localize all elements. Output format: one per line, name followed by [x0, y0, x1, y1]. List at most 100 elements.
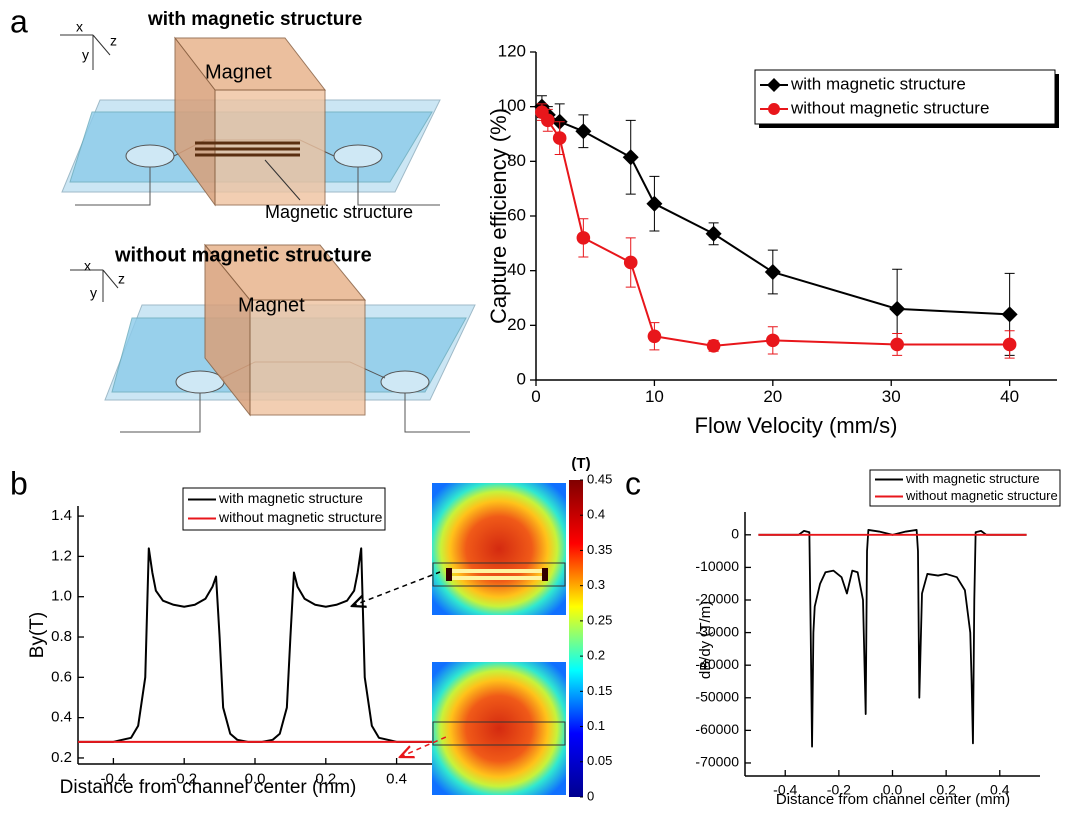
- arrow: [352, 571, 441, 606]
- y-tick-label: -20000: [695, 591, 739, 607]
- axis-letter: z: [110, 33, 117, 49]
- structure-label: Magnetic structure: [265, 202, 413, 222]
- marker: [767, 78, 781, 92]
- axis-letter: x: [84, 258, 91, 274]
- series-line: [541, 111, 1010, 347]
- y-tick-label: 0: [731, 526, 739, 542]
- y-tick-label: 1.2: [51, 547, 72, 564]
- colorbar-title: (T): [571, 455, 590, 472]
- colorbar-tick-label: 0.05: [587, 753, 612, 768]
- diagram-title: with magnetic structure: [147, 9, 362, 30]
- colorbar-tick-label: 0.15: [587, 683, 612, 698]
- y-tick-label: 60: [507, 205, 526, 224]
- marker: [576, 231, 591, 245]
- y-tick-label: -50000: [695, 688, 739, 704]
- marker: [890, 337, 904, 352]
- x-tick-label: -0.4: [100, 770, 126, 787]
- colorbar-tick-label: 0.25: [587, 612, 612, 627]
- y-axis-label: Capture efficiency (%): [486, 108, 511, 324]
- y-tick-label: 1.0: [51, 588, 72, 605]
- marker: [766, 333, 780, 348]
- x-tick-label: 0: [531, 387, 540, 406]
- device-without-structure: [70, 243, 476, 433]
- axis-letter: y: [90, 285, 97, 301]
- x-tick-label: 20: [763, 387, 782, 406]
- legend-label: with magnetic structure: [218, 490, 363, 506]
- y-tick-label: 40: [507, 260, 526, 279]
- y-tick-label: 0.8: [51, 628, 72, 645]
- colorbar-tick-label: 0.1: [587, 718, 605, 733]
- legend-label: with magnetic structure: [790, 74, 966, 93]
- magnet-label: Magnet: [205, 61, 272, 83]
- device-with-structure: [60, 34, 441, 207]
- x-tick-label: 10: [645, 387, 664, 406]
- marker: [768, 103, 780, 115]
- marker: [764, 264, 781, 281]
- marker: [705, 225, 722, 242]
- colorbar-tick-label: 0.4: [587, 507, 605, 522]
- x-tick-label: 30: [882, 387, 901, 406]
- y-tick-label: 20: [507, 315, 526, 334]
- y-tick-label: 0: [517, 369, 526, 388]
- x-tick-label: -0.2: [171, 770, 197, 787]
- x-axis-label: Flow Velocity (mm/s): [695, 413, 898, 438]
- y-axis-label: By(T): [27, 612, 48, 658]
- x-tick-label: 40: [1000, 387, 1019, 406]
- y-tick-label: 0.6: [51, 668, 72, 685]
- colorbar: [569, 480, 583, 797]
- y-tick-label: -30000: [695, 623, 739, 639]
- y-tick-label: 1.4: [51, 507, 72, 524]
- marker: [706, 339, 721, 353]
- colorbar-tick-label: 0.35: [587, 542, 612, 557]
- axis-letter: y: [82, 47, 89, 63]
- marker: [647, 329, 662, 344]
- y-tick-label: 0.4: [51, 709, 72, 726]
- y-axis-label: dB/dy (T/m): [697, 601, 714, 679]
- colorbar-tick-label: 0.45: [587, 471, 612, 486]
- axis-letter: z: [118, 271, 125, 287]
- axis-letter: x: [76, 19, 83, 35]
- magnet-label: Magnet: [238, 294, 305, 316]
- series-line: [78, 547, 432, 743]
- colorbar-tick-label: 0.2: [587, 648, 605, 663]
- legend-label: with magnetic structure: [905, 471, 1040, 486]
- x-tick-label: 0.2: [315, 770, 336, 787]
- x-tick-label: 0.2: [936, 781, 956, 797]
- colorbar-tick-label: 0: [587, 788, 594, 803]
- marker: [622, 149, 639, 166]
- y-tick-label: -10000: [695, 558, 739, 574]
- y-tick-label: 80: [507, 151, 526, 170]
- x-tick-label: -0.4: [773, 781, 797, 797]
- series-line: [758, 529, 1027, 748]
- y-tick-label: 100: [498, 96, 526, 115]
- y-tick-label: 0.2: [51, 749, 72, 766]
- y-tick-label: 120: [498, 41, 526, 60]
- marker: [1002, 337, 1017, 352]
- marker: [575, 123, 592, 140]
- marker: [1001, 306, 1018, 323]
- legend-box: [754, 69, 1056, 125]
- marker: [541, 113, 555, 128]
- legend-label: without magnetic structure: [905, 488, 1058, 503]
- panel-label: b: [10, 465, 28, 501]
- series-line: [541, 106, 1010, 316]
- x-tick-label: 0.4: [990, 781, 1010, 797]
- marker: [646, 195, 663, 212]
- marker: [623, 255, 638, 270]
- x-tick-label: 0.0: [245, 770, 266, 787]
- x-tick-label: 0.0: [883, 781, 903, 797]
- legend-box: [869, 469, 1061, 507]
- x-axis-label: Distance from channel center (mm): [776, 791, 1010, 808]
- panel-label: c: [625, 465, 641, 501]
- field-map: [432, 483, 566, 795]
- x-axis-label: Distance from channel center (mm): [60, 777, 357, 798]
- legend-box: [182, 487, 386, 531]
- y-tick-label: -60000: [695, 721, 739, 737]
- marker: [889, 300, 906, 317]
- legend-label: without magnetic structure: [790, 98, 989, 117]
- y-tick-label: -40000: [695, 656, 739, 672]
- colorbar-tick-label: 0.3: [587, 577, 605, 592]
- diagram-title: without magnetic structure: [114, 244, 372, 266]
- legend-label: without magnetic structure: [218, 509, 383, 525]
- x-tick-label: 0.4: [386, 770, 407, 787]
